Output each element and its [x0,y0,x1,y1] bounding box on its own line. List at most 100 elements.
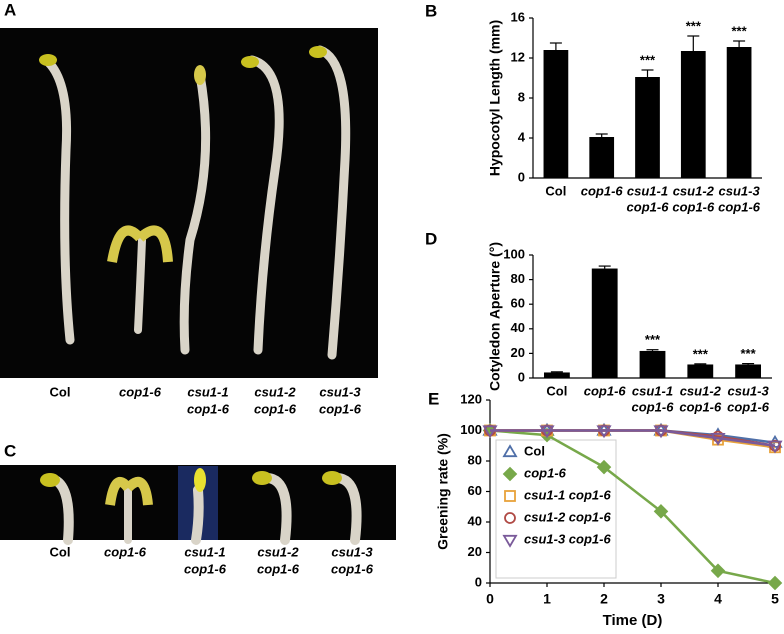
bar [589,137,615,178]
y-tick-label: 8 [518,89,525,104]
marker [767,440,783,454]
panel-label: D [425,229,437,248]
photo-label: cop1-6 [254,401,297,416]
legend-marker [502,444,518,458]
photo-label: cop1-6 [119,384,162,399]
panel-label: C [4,441,16,460]
y-tick-label: 20 [511,345,525,360]
x-tick-label: 4 [714,591,722,607]
bar [680,51,706,178]
x-tick-label: cop1-6 [679,399,722,414]
y-tick-label: 4 [518,129,526,144]
x-tick-label: 5 [771,591,779,607]
bar [543,50,569,178]
significance: *** [693,346,709,361]
x-tick-label: csu1-3 [718,183,760,198]
marker [482,425,498,439]
error-bar [687,35,700,51]
significance: *** [741,346,757,361]
marker [710,563,726,579]
x-tick-label: cop1-6 [718,199,761,214]
photo-label: csu1-1 [184,544,225,559]
error-bar [733,40,746,47]
y-tick-label: 100 [503,246,525,261]
significance: *** [686,18,702,33]
y-tick-label: 100 [460,422,482,437]
panel-label: E [428,389,439,408]
photo-label: Col [50,384,71,399]
x-tick-label: 0 [486,591,494,607]
legend-label: csu1-1 cop1-6 [524,487,611,502]
x-tick-label: csu1-2 [673,183,715,198]
marker [653,425,669,439]
y-tick-label: 20 [468,544,482,559]
y-tick-label: 0 [518,169,525,184]
y-tick-label: 120 [460,391,482,406]
photo-label: cop1-6 [184,561,227,576]
marker [596,425,612,439]
bar [635,77,660,178]
marker [539,425,555,439]
error-bar [595,133,608,137]
error-bar [550,371,563,373]
bar [687,364,714,378]
x-tick-label: Col [546,383,567,398]
bar [591,268,618,378]
error-bar [646,349,659,351]
legend-label: csu1-3 cop1-6 [524,531,611,546]
photo-label: cop1-6 [257,561,300,576]
y-tick-label: 80 [468,452,482,467]
x-tick-label: csu1-1 [632,383,673,398]
marker [596,459,612,475]
significance: *** [645,332,661,347]
y-axis-label: Hypocotyl Length (mm) [487,20,503,176]
bar [543,372,570,378]
photo-label: cop1-6 [331,561,374,576]
y-tick-label: 40 [468,513,482,528]
y-tick-label: 0 [518,369,525,384]
legend-marker [502,534,518,548]
x-tick-label: cop1-6 [727,399,770,414]
series-line [489,429,776,585]
photo-label: csu1-3 [331,544,373,559]
legend-marker [502,466,518,482]
photo-label: Col [50,544,71,559]
bar [735,364,762,378]
legend-label: cop1-6 [524,465,567,480]
legend-label: csu1-2 cop1-6 [524,509,611,524]
y-tick-label: 0 [475,574,482,589]
seedlings-a [39,45,351,360]
panel-label: A [4,0,16,19]
photo-label: csu1-3 [319,384,361,399]
error-bar [641,69,654,77]
marker [767,575,783,591]
y-axis-label: Cotyledon Aperture (°) [487,242,503,391]
x-tick-label: 2 [600,591,608,607]
photo-label: cop1-6 [187,401,230,416]
photo-label: cop1-6 [319,401,362,416]
error-bar [694,363,707,365]
bar [726,47,752,178]
x-tick-label: csu1-1 [627,183,668,198]
panel-label: B [425,1,437,20]
x-tick-label: cop1-6 [632,399,675,414]
marker [653,504,669,519]
x-tick-label: cop1-6 [584,383,627,398]
legend-marker [504,490,516,502]
series-line [490,429,776,447]
significance: *** [640,52,656,67]
y-tick-label: 12 [511,49,525,64]
marker [710,433,726,446]
x-tick-label: Col [545,183,566,198]
y-axis-label: Greening rate (%) [435,433,451,550]
x-axis-label: Time (D) [603,612,663,629]
photo-label: csu1-1 [187,384,228,399]
error-bar [549,42,562,50]
x-tick-label: cop1-6 [627,199,670,214]
significance: *** [732,23,748,38]
x-tick-label: cop1-6 [581,183,624,198]
x-tick-label: 1 [543,591,551,607]
x-tick-label: csu1-2 [680,383,722,398]
legend-label: Col [524,443,545,458]
